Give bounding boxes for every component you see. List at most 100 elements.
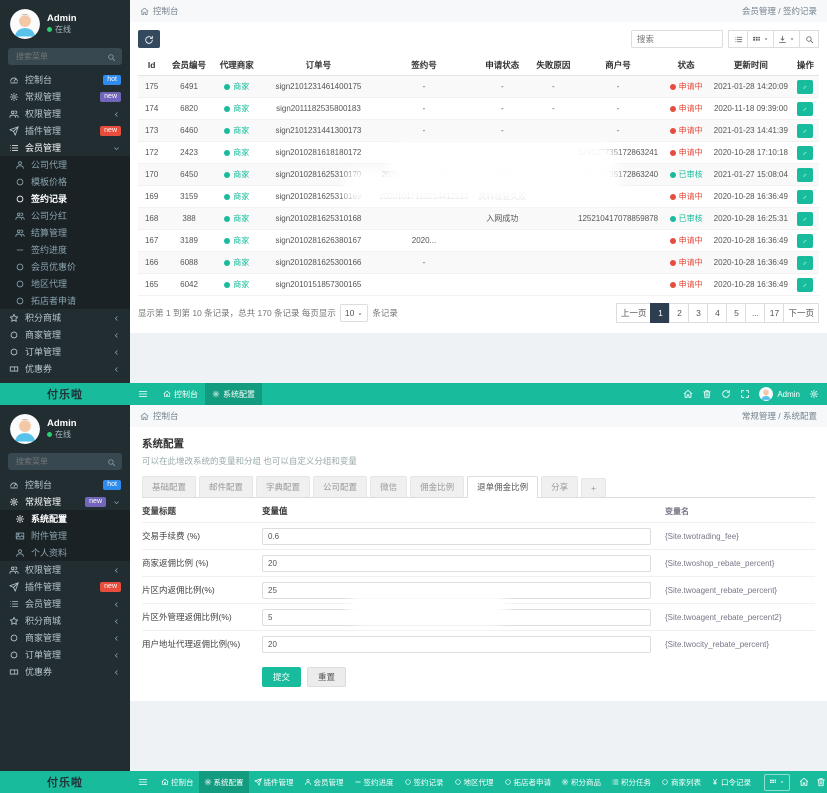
config-tab-公司配置[interactable]: 公司配置	[313, 476, 368, 497]
page-button-3[interactable]: 3	[688, 303, 709, 323]
sidebar-subitem-拓店者申请[interactable]: 拓店者申请	[0, 292, 130, 309]
column-header-订单号[interactable]: 订单号	[260, 55, 377, 76]
config-value-input[interactable]	[262, 581, 651, 599]
column-header-代理商家[interactable]: 代理商家	[212, 55, 261, 76]
column-header-更新时间[interactable]: 更新时间	[709, 55, 792, 76]
page-button-1[interactable]: 1	[650, 303, 671, 323]
edit-button[interactable]	[797, 123, 814, 138]
home-icon[interactable]	[799, 773, 809, 791]
page-button-上一页[interactable]: 上一页	[615, 303, 652, 323]
column-header-会员编号[interactable]: 会员编号	[165, 55, 213, 76]
gear-icon[interactable]	[809, 385, 819, 403]
toolbar-button-columns-icon[interactable]	[747, 30, 774, 48]
column-header-申请状态[interactable]: 申请状态	[471, 55, 533, 76]
sidebar-subitem-签约记录[interactable]: 签约记录	[0, 190, 130, 207]
submit-button[interactable]: 提交	[262, 667, 302, 687]
page-button-17[interactable]: 17	[764, 303, 785, 323]
sidebar-search-input[interactable]	[14, 51, 107, 62]
column-header-Id[interactable]: Id	[138, 55, 166, 76]
edit-button[interactable]	[797, 101, 814, 116]
sidebar-search[interactable]	[8, 453, 122, 470]
sidebar-item-常规管理[interactable]: 常规管理 new	[0, 493, 130, 510]
grid-menu-button[interactable]	[764, 773, 790, 791]
nav-tab-积分商品[interactable]: 积分商品	[556, 771, 606, 793]
config-value-input[interactable]	[262, 635, 651, 653]
sidebar-subitem-会员优惠价[interactable]: 会员优惠价	[0, 258, 130, 275]
config-tab-退单佣金比例[interactable]: 退单佣金比例	[467, 476, 539, 498]
edit-button[interactable]	[797, 79, 814, 94]
menu-toggle[interactable]	[130, 383, 156, 405]
sidebar-item-商家管理[interactable]: 商家管理	[0, 629, 130, 646]
toolbar-button-export-icon[interactable]	[773, 30, 800, 48]
sidebar-item-插件管理[interactable]: 插件管理 new	[0, 578, 130, 595]
edit-button[interactable]	[797, 255, 814, 270]
sidebar-item-优惠券[interactable]: 优惠券	[0, 663, 130, 680]
page-button-2[interactable]: 2	[669, 303, 690, 323]
sidebar-subitem-个人资料[interactable]: 个人资料	[0, 544, 130, 561]
nav-tab-地区代理[interactable]: 地区代理	[449, 771, 499, 793]
edit-button[interactable]	[797, 167, 814, 182]
column-header-商户号[interactable]: 商户号	[573, 55, 663, 76]
edit-button[interactable]	[797, 211, 814, 226]
nav-tab-签约进度[interactable]: 签约进度	[354, 777, 394, 787]
nav-tab-签约记录[interactable]: 签约记录	[399, 771, 449, 793]
user-panel[interactable]: Admin 在线	[0, 0, 130, 46]
trash-icon[interactable]	[816, 773, 826, 791]
column-header-签约号[interactable]: 签约号	[376, 55, 472, 76]
column-header-状态[interactable]: 状态	[662, 55, 710, 76]
config-value-input[interactable]	[262, 554, 651, 572]
sidebar-item-订单管理[interactable]: 订单管理	[0, 646, 130, 663]
toolbar-button-list-icon[interactable]	[728, 30, 748, 48]
sidebar-search[interactable]	[8, 48, 122, 65]
reset-button[interactable]: 重置	[307, 667, 347, 687]
nav-tab-会员管理[interactable]: 会员管理	[299, 771, 349, 793]
config-tab-基础配置[interactable]: 基础配置	[142, 476, 197, 497]
sidebar-item-会员管理[interactable]: 会员管理	[0, 139, 130, 156]
edit-button[interactable]	[797, 145, 814, 160]
config-tab-微信[interactable]: 微信	[370, 476, 408, 497]
page-button-4[interactable]: 4	[707, 303, 728, 323]
sidebar-subitem-地区代理[interactable]: 地区代理	[0, 275, 130, 292]
sidebar-item-权限管理[interactable]: 权限管理	[0, 561, 130, 578]
sidebar-subitem-附件管理[interactable]: 附件管理	[0, 527, 130, 544]
nav-tab-系统配置[interactable]: 系统配置	[198, 771, 249, 793]
per-page-select[interactable]: 10	[339, 304, 369, 322]
edit-button[interactable]	[797, 189, 814, 204]
expand-icon[interactable]	[740, 385, 750, 403]
column-header-失败原因[interactable]: 失败原因	[532, 55, 574, 76]
sidebar-item-优惠券[interactable]: 优惠券	[0, 360, 130, 377]
sidebar-item-权限管理[interactable]: 权限管理	[0, 105, 130, 122]
sidebar-subitem-结算管理[interactable]: 结算管理	[0, 224, 130, 241]
nav-tab-控制台[interactable]: 控制台	[156, 771, 199, 793]
sidebar-item-控制台[interactable]: 控制台 hot	[0, 71, 130, 88]
menu-toggle[interactable]	[130, 771, 156, 793]
sidebar-subitem-公司分红[interactable]: 公司分红	[0, 207, 130, 224]
sidebar-item-插件管理[interactable]: 插件管理 new	[0, 122, 130, 139]
brand-logo[interactable]: 付乐啦	[0, 771, 130, 793]
nav-tab-控制台[interactable]: 控制台	[156, 383, 205, 405]
nav-tab-拓店者申请[interactable]: 拓店者申请	[499, 771, 557, 793]
column-header-操作[interactable]: 操作	[791, 55, 819, 76]
edit-button[interactable]	[797, 277, 814, 292]
refresh-button[interactable]	[138, 30, 160, 48]
brand-logo[interactable]: 付乐啦	[0, 383, 130, 405]
sidebar-item-常规管理[interactable]: 常规管理 new	[0, 88, 130, 105]
page-button-下一页[interactable]: 下一页	[783, 303, 819, 323]
sidebar-item-商家管理[interactable]: 商家管理	[0, 326, 130, 343]
config-tab-邮件配置[interactable]: 邮件配置	[199, 476, 254, 497]
sidebar-item-控制台[interactable]: 控制台 hot	[0, 476, 130, 493]
home-icon[interactable]	[683, 385, 693, 403]
sidebar-item-积分商城[interactable]: 积分商城	[0, 309, 130, 326]
nav-tab-插件管理[interactable]: 插件管理	[249, 771, 299, 793]
add-tab-button[interactable]: +	[581, 478, 607, 497]
nav-tab-积分任务[interactable]: 积分任务	[606, 771, 656, 793]
sidebar-item-订单管理[interactable]: 订单管理	[0, 343, 130, 360]
sidebar-search-input[interactable]	[14, 456, 107, 467]
user-panel[interactable]: Admin 在线	[0, 405, 130, 451]
sidebar-subitem-系统配置[interactable]: 系统配置	[0, 510, 130, 527]
page-button-5[interactable]: 5	[726, 303, 747, 323]
trash-icon[interactable]	[702, 385, 712, 403]
sidebar-item-积分商城[interactable]: 积分商城	[0, 612, 130, 629]
config-value-input[interactable]	[262, 608, 651, 626]
nav-tab-口令记录[interactable]: 口令记录	[706, 771, 756, 793]
